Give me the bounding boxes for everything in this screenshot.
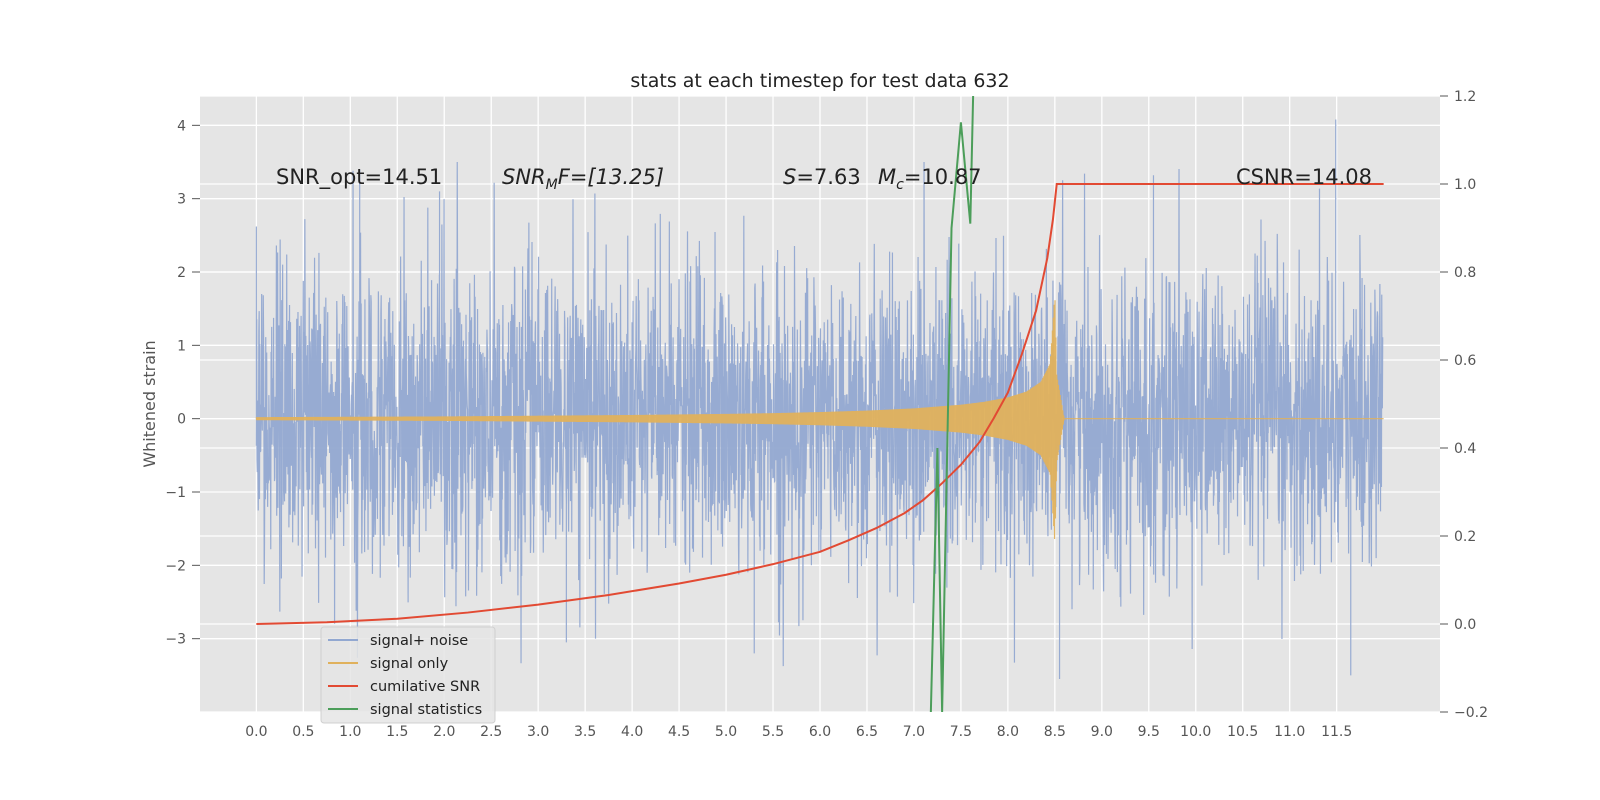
- annotation-s-main: S: [783, 165, 796, 189]
- legend-label: signal statistics: [370, 702, 482, 718]
- legend-label: cumilative SNR: [370, 679, 480, 695]
- y2-tick-label: 0.6: [1454, 353, 1476, 369]
- x-tick-label: 10.5: [1227, 724, 1258, 740]
- x-tick-label: 11.0: [1274, 724, 1305, 740]
- x-tick-label: 2.5: [480, 724, 502, 740]
- y2-tick-label: 0.4: [1454, 441, 1476, 457]
- x-tick-label: 6.0: [809, 724, 831, 740]
- y2-tick-label: 0.0: [1454, 617, 1476, 633]
- series-cumulative-snr-line: [256, 183, 1384, 625]
- series-layer: [255, 96, 1384, 712]
- y-axis-label: Whitened strain: [140, 340, 159, 467]
- x-tick-label: 10.0: [1180, 724, 1211, 740]
- x-tick-label: 4.0: [621, 724, 643, 740]
- y2-axis: 1.2 1.0 0.8 0.6 0.4 0.2 0.0 −0.2: [1440, 89, 1488, 721]
- y-tick-label: 1: [177, 338, 186, 354]
- legend-box: [320, 626, 496, 724]
- y-tick-label: −1: [165, 485, 186, 501]
- x-tick-label: 9.0: [1091, 724, 1113, 740]
- annotation-snr-mf-rest: F=[13.25]: [558, 165, 664, 189]
- legend-label: signal only: [370, 656, 449, 672]
- x-tick-label: 1.0: [339, 724, 361, 740]
- x-tick-label: 4.5: [668, 724, 690, 740]
- x-tick-label: 0.5: [292, 724, 314, 740]
- annotations: SNR_opt=14.51 SNRMF=[13.25] S=7.63 Mc=10…: [276, 165, 1372, 193]
- x-tick-label: 3.0: [527, 724, 549, 740]
- annotation-snr-mf-main: SNR: [502, 165, 546, 189]
- annotation-mc-rest: =10.87: [904, 165, 982, 189]
- annotation-mc-main: M: [878, 165, 896, 189]
- annotation-snr-mf-sub: M: [546, 177, 558, 193]
- series-signal-noise-line: [255, 119, 1384, 679]
- x-tick-label: 6.5: [856, 724, 878, 740]
- annotation-snr-opt: SNR_opt=14.51: [276, 165, 442, 190]
- y-tick-label: 2: [177, 265, 186, 281]
- x-tick-label: 1.5: [386, 724, 408, 740]
- x-tick-label: 2.0: [433, 724, 455, 740]
- y2-tick-label: 1.2: [1454, 89, 1476, 105]
- annotation-s-rest: =7.63: [796, 165, 860, 189]
- y-tick-label: −2: [165, 558, 186, 574]
- x-tick-label: 0.0: [245, 724, 267, 740]
- x-tick-label: 3.5: [574, 724, 596, 740]
- y2-tick-label: −0.2: [1454, 705, 1488, 721]
- y-tick-label: 3: [177, 192, 186, 208]
- x-tick-label: 5.0: [715, 724, 737, 740]
- y-axis: 4 3 2 1 0 −1 −2 −3: [165, 118, 200, 648]
- x-tick-label: 5.5: [762, 724, 784, 740]
- x-tick-label: 8.5: [1044, 724, 1066, 740]
- y-tick-label: 0: [177, 412, 186, 428]
- y2-tick-label: 0.8: [1454, 265, 1476, 281]
- series-signal-statistics-line: [929, 96, 975, 712]
- series-signal-only-line: [255, 300, 1384, 540]
- x-axis: 0.0 0.5 1.0 1.5 2.0 2.5 3.0 3.5 4.0 4.5 5.0 5.5 6.0 6…: [245, 724, 1352, 740]
- x-tick-label: 8.0: [997, 724, 1019, 740]
- annotation-snr-mf: SNRMF=[13.25]: [502, 165, 664, 193]
- x-tick-label: 9.5: [1138, 724, 1160, 740]
- annotation-s: S=7.63: [783, 165, 861, 189]
- x-tick-label: 11.5: [1321, 724, 1352, 740]
- y2-tick-label: 0.2: [1454, 529, 1476, 545]
- x-tick-label: 7.0: [903, 724, 925, 740]
- annotation-csnr: CSNR=14.08: [1236, 165, 1372, 189]
- chart-title: stats at each timestep for test data 632: [630, 70, 1009, 92]
- legend-label: signal+ noise: [370, 633, 468, 649]
- annotation-mc-sub: c: [896, 177, 904, 193]
- x-tick-label: 7.5: [950, 724, 972, 740]
- legend: signal+ noise signal only cumilative SNR si…: [320, 626, 496, 724]
- annotation-mc: Mc=10.87: [878, 165, 982, 193]
- y2-tick-label: 1.0: [1454, 177, 1476, 193]
- y-tick-label: 4: [177, 118, 186, 134]
- y-tick-label: −3: [165, 632, 186, 648]
